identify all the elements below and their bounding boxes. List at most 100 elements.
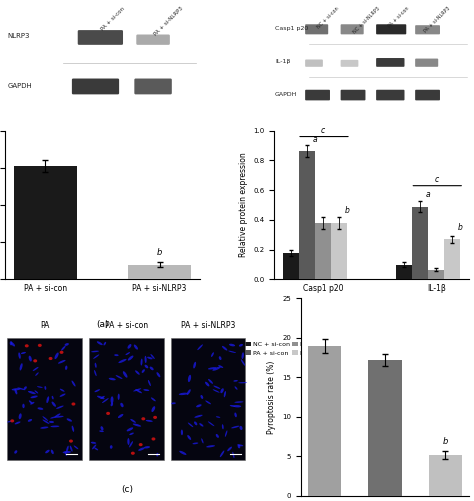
Ellipse shape (205, 400, 211, 404)
Circle shape (69, 439, 73, 443)
Ellipse shape (129, 432, 134, 435)
Ellipse shape (73, 445, 78, 449)
Ellipse shape (94, 389, 100, 392)
Ellipse shape (235, 401, 244, 403)
Ellipse shape (52, 396, 54, 399)
Ellipse shape (208, 421, 214, 426)
Ellipse shape (54, 413, 61, 418)
Circle shape (10, 419, 14, 422)
Text: b: b (442, 437, 448, 446)
Circle shape (131, 451, 135, 455)
Ellipse shape (18, 413, 22, 419)
FancyBboxPatch shape (137, 35, 170, 45)
Text: b: b (157, 248, 162, 257)
Text: (b): (b) (365, 350, 378, 359)
Text: NC + si-con: NC + si-con (317, 6, 340, 30)
Ellipse shape (64, 343, 69, 346)
Ellipse shape (65, 366, 67, 370)
Ellipse shape (208, 379, 213, 384)
Ellipse shape (193, 362, 196, 368)
Ellipse shape (19, 363, 23, 370)
Ellipse shape (133, 423, 141, 427)
FancyBboxPatch shape (341, 60, 358, 67)
Ellipse shape (239, 426, 243, 430)
Ellipse shape (127, 427, 133, 431)
Ellipse shape (151, 397, 156, 401)
Ellipse shape (55, 353, 59, 359)
Circle shape (106, 412, 110, 415)
Ellipse shape (219, 356, 221, 360)
Ellipse shape (30, 402, 35, 405)
Ellipse shape (241, 359, 245, 366)
Ellipse shape (72, 425, 74, 432)
Ellipse shape (196, 404, 201, 407)
Y-axis label: Relative protein expression: Relative protein expression (238, 153, 247, 258)
Ellipse shape (45, 450, 50, 453)
Text: PA: PA (40, 321, 49, 330)
Ellipse shape (45, 386, 46, 390)
Ellipse shape (234, 412, 237, 417)
Ellipse shape (220, 450, 224, 457)
Circle shape (141, 417, 145, 420)
Ellipse shape (126, 352, 130, 355)
FancyBboxPatch shape (415, 25, 440, 35)
Bar (396, 265, 412, 280)
Ellipse shape (138, 447, 145, 451)
Ellipse shape (116, 375, 122, 379)
Ellipse shape (56, 406, 64, 409)
Ellipse shape (43, 416, 48, 421)
Ellipse shape (33, 367, 38, 371)
Bar (299, 151, 315, 280)
Ellipse shape (99, 430, 104, 432)
Ellipse shape (114, 354, 118, 356)
Bar (412, 206, 428, 280)
Ellipse shape (109, 378, 116, 380)
Ellipse shape (123, 371, 128, 378)
Ellipse shape (230, 405, 236, 407)
Ellipse shape (192, 442, 198, 444)
Text: PA + si-NLRP3: PA + si-NLRP3 (181, 321, 236, 330)
Ellipse shape (15, 421, 20, 424)
Ellipse shape (28, 356, 32, 362)
Bar (14, 166, 77, 280)
Ellipse shape (216, 434, 219, 438)
Text: NC + si-NLRP3: NC + si-NLRP3 (352, 6, 381, 35)
FancyBboxPatch shape (376, 90, 404, 100)
Ellipse shape (43, 419, 49, 424)
Ellipse shape (60, 389, 64, 392)
Bar (368, 360, 401, 496)
FancyBboxPatch shape (415, 90, 440, 100)
Ellipse shape (220, 388, 224, 393)
Ellipse shape (91, 442, 96, 444)
Ellipse shape (145, 356, 146, 363)
FancyBboxPatch shape (415, 59, 438, 67)
Ellipse shape (18, 387, 26, 390)
Ellipse shape (179, 451, 186, 455)
Ellipse shape (66, 446, 69, 452)
Ellipse shape (208, 367, 216, 370)
Ellipse shape (201, 438, 203, 443)
Circle shape (72, 402, 75, 406)
Ellipse shape (100, 426, 103, 430)
Ellipse shape (134, 345, 138, 350)
Ellipse shape (7, 420, 13, 422)
Text: a: a (313, 135, 318, 144)
Ellipse shape (118, 414, 123, 418)
Ellipse shape (94, 370, 97, 376)
Ellipse shape (12, 388, 21, 390)
Ellipse shape (156, 453, 158, 456)
Ellipse shape (222, 424, 224, 429)
Ellipse shape (93, 354, 99, 359)
Ellipse shape (11, 342, 15, 347)
Ellipse shape (94, 447, 98, 450)
Ellipse shape (28, 391, 36, 394)
Ellipse shape (110, 403, 113, 406)
Ellipse shape (235, 386, 237, 390)
FancyBboxPatch shape (305, 24, 328, 35)
Ellipse shape (233, 405, 241, 407)
Circle shape (139, 443, 143, 446)
Ellipse shape (199, 423, 203, 426)
Ellipse shape (97, 396, 105, 399)
Ellipse shape (64, 451, 67, 456)
Ellipse shape (60, 393, 65, 397)
